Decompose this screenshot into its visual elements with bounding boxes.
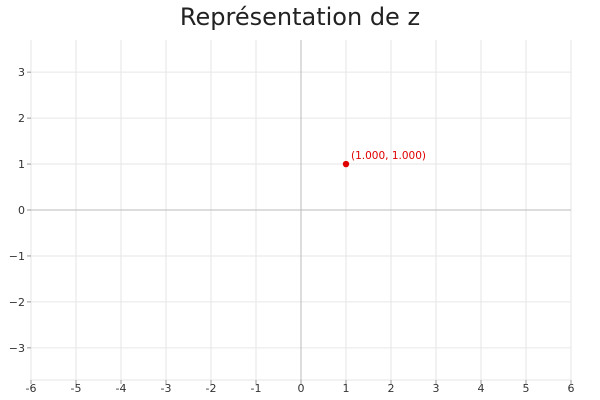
x-tick-label: -1: [251, 382, 262, 395]
x-tick-label: -2: [206, 382, 217, 395]
y-tick-label: −2: [9, 296, 25, 309]
y-tick-label: 2: [18, 112, 25, 125]
x-tick-label: 3: [433, 382, 440, 395]
y-tick-label: 3: [18, 66, 25, 79]
x-tick-label: 1: [343, 382, 350, 395]
x-tick-label: -4: [116, 382, 127, 395]
chart-title: Représentation de z: [179, 3, 421, 31]
y-tick-label: −3: [9, 342, 25, 355]
x-tick-label: -3: [161, 382, 172, 395]
x-tick-label: 4: [478, 382, 485, 395]
x-tick-label: 5: [523, 382, 530, 395]
data-point-label: (1.000, 1.000): [351, 150, 426, 162]
x-tick-label: 6: [568, 382, 575, 395]
x-tick-label: 2: [388, 382, 395, 395]
x-tick-label: -6: [26, 382, 37, 395]
y-tick-label: 0: [18, 204, 25, 217]
x-tick-label: 0: [298, 382, 305, 395]
y-tick-label: 1: [18, 158, 25, 171]
data-point: [342, 160, 350, 168]
y-tick-label: −1: [9, 250, 25, 263]
x-tick-label: -5: [71, 382, 82, 395]
